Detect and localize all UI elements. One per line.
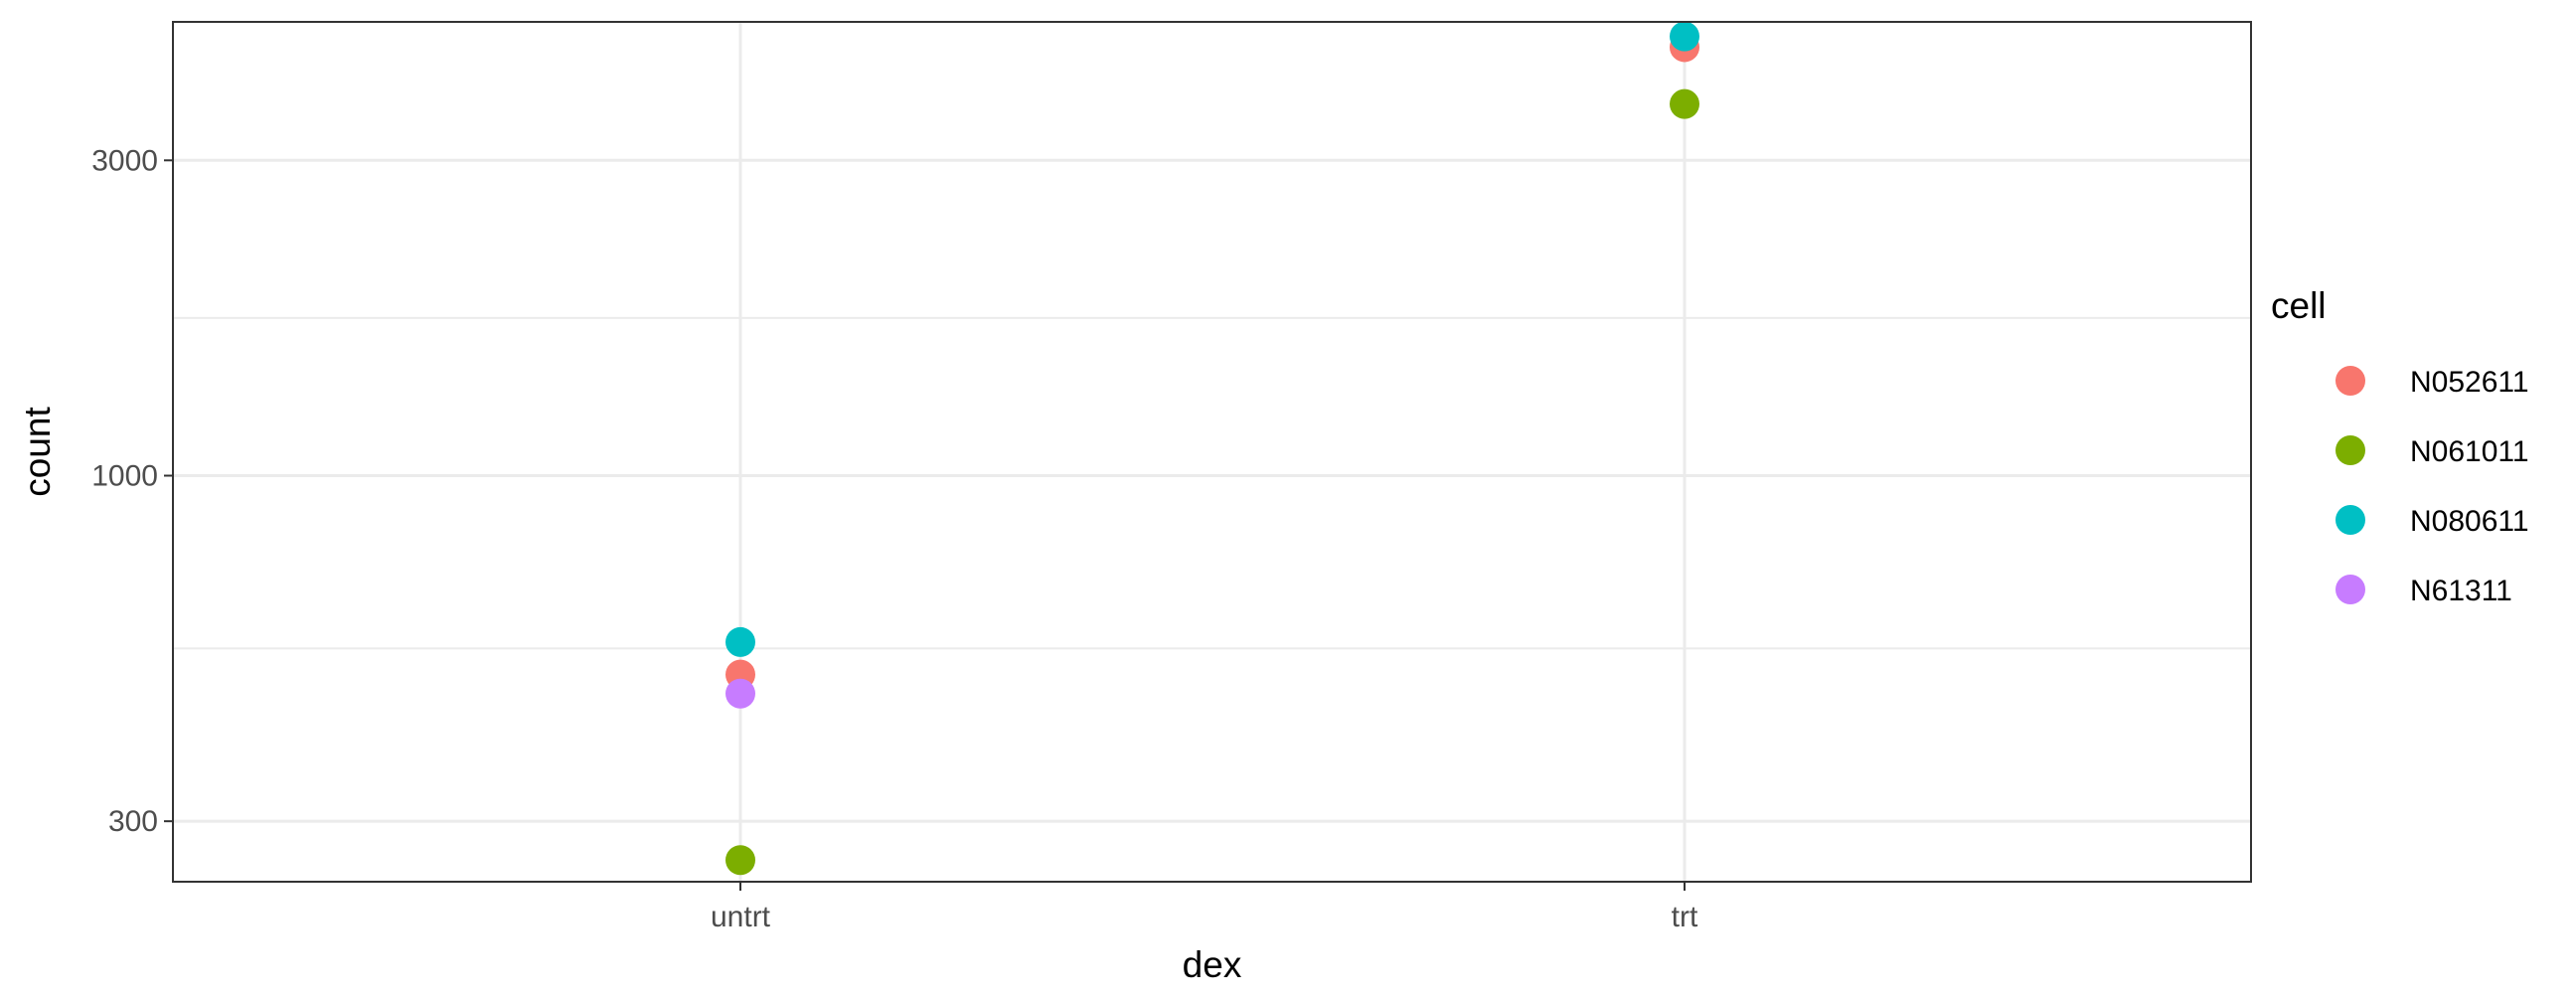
data-point bbox=[725, 845, 755, 876]
legend-swatch bbox=[2335, 575, 2365, 604]
legend: cell N052611 N061011 N080611 N61311 bbox=[2271, 285, 2529, 607]
legend-swatch bbox=[2335, 435, 2365, 465]
y-tick-label: 300 bbox=[108, 805, 158, 838]
legend-swatch bbox=[2335, 505, 2365, 535]
data-point bbox=[725, 678, 755, 709]
legend-label: N052611 bbox=[2410, 366, 2529, 399]
legend-title: cell bbox=[2271, 285, 2327, 326]
plot-panel bbox=[173, 22, 2251, 882]
legend-label: N080611 bbox=[2410, 505, 2529, 538]
x-axis-title: dex bbox=[1183, 944, 1242, 985]
x-axis: untrt trt bbox=[711, 882, 1698, 933]
x-tick-label: trt bbox=[1672, 901, 1698, 933]
data-point bbox=[725, 626, 755, 657]
legend-swatch bbox=[2335, 366, 2365, 396]
x-tick-label: untrt bbox=[711, 901, 771, 933]
legend-label: N061011 bbox=[2410, 435, 2529, 468]
y-axis: 300 1000 3000 bbox=[91, 144, 173, 838]
major-gridlines bbox=[173, 22, 2251, 882]
y-tick-label: 1000 bbox=[91, 460, 158, 493]
data-point bbox=[1670, 21, 1699, 52]
data-points bbox=[725, 21, 1699, 876]
minor-gridlines bbox=[173, 316, 2251, 650]
y-axis-title: count bbox=[17, 407, 58, 497]
legend-label: N61311 bbox=[2410, 575, 2512, 607]
y-tick-label: 3000 bbox=[91, 144, 158, 177]
data-point bbox=[1670, 88, 1699, 119]
plot-panel-border bbox=[172, 21, 2252, 883]
